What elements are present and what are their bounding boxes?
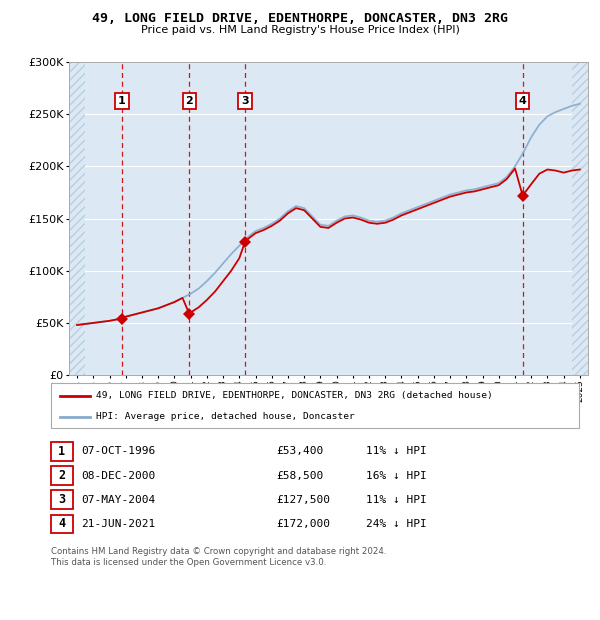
Text: 1: 1 <box>118 96 126 106</box>
Text: 07-OCT-1996: 07-OCT-1996 <box>82 446 156 456</box>
Text: £127,500: £127,500 <box>276 495 330 505</box>
Text: 49, LONG FIELD DRIVE, EDENTHORPE, DONCASTER, DN3 2RG (detached house): 49, LONG FIELD DRIVE, EDENTHORPE, DONCAS… <box>96 391 493 400</box>
Text: £58,500: £58,500 <box>276 471 323 480</box>
Text: 3: 3 <box>58 494 65 506</box>
Text: £172,000: £172,000 <box>276 519 330 529</box>
Text: This data is licensed under the Open Government Licence v3.0.: This data is licensed under the Open Gov… <box>51 558 326 567</box>
Text: Price paid vs. HM Land Registry's House Price Index (HPI): Price paid vs. HM Land Registry's House … <box>140 25 460 35</box>
Text: 4: 4 <box>519 96 527 106</box>
Text: 21-JUN-2021: 21-JUN-2021 <box>82 519 156 529</box>
Text: 11% ↓ HPI: 11% ↓ HPI <box>366 495 427 505</box>
Text: 16% ↓ HPI: 16% ↓ HPI <box>366 471 427 480</box>
Text: £53,400: £53,400 <box>276 446 323 456</box>
Bar <box>572 62 588 375</box>
Text: 3: 3 <box>241 96 249 106</box>
Text: 2: 2 <box>185 96 193 106</box>
Text: 07-MAY-2004: 07-MAY-2004 <box>82 495 156 505</box>
Text: Contains HM Land Registry data © Crown copyright and database right 2024.: Contains HM Land Registry data © Crown c… <box>51 547 386 556</box>
Text: 08-DEC-2000: 08-DEC-2000 <box>82 471 156 480</box>
Text: 24% ↓ HPI: 24% ↓ HPI <box>366 519 427 529</box>
Text: 1: 1 <box>58 445 65 458</box>
Text: 11% ↓ HPI: 11% ↓ HPI <box>366 446 427 456</box>
Text: 49, LONG FIELD DRIVE, EDENTHORPE, DONCASTER, DN3 2RG: 49, LONG FIELD DRIVE, EDENTHORPE, DONCAS… <box>92 12 508 25</box>
Text: HPI: Average price, detached house, Doncaster: HPI: Average price, detached house, Donc… <box>96 412 355 421</box>
Bar <box>69 62 85 375</box>
Text: 2: 2 <box>58 469 65 482</box>
Text: 4: 4 <box>58 518 65 530</box>
